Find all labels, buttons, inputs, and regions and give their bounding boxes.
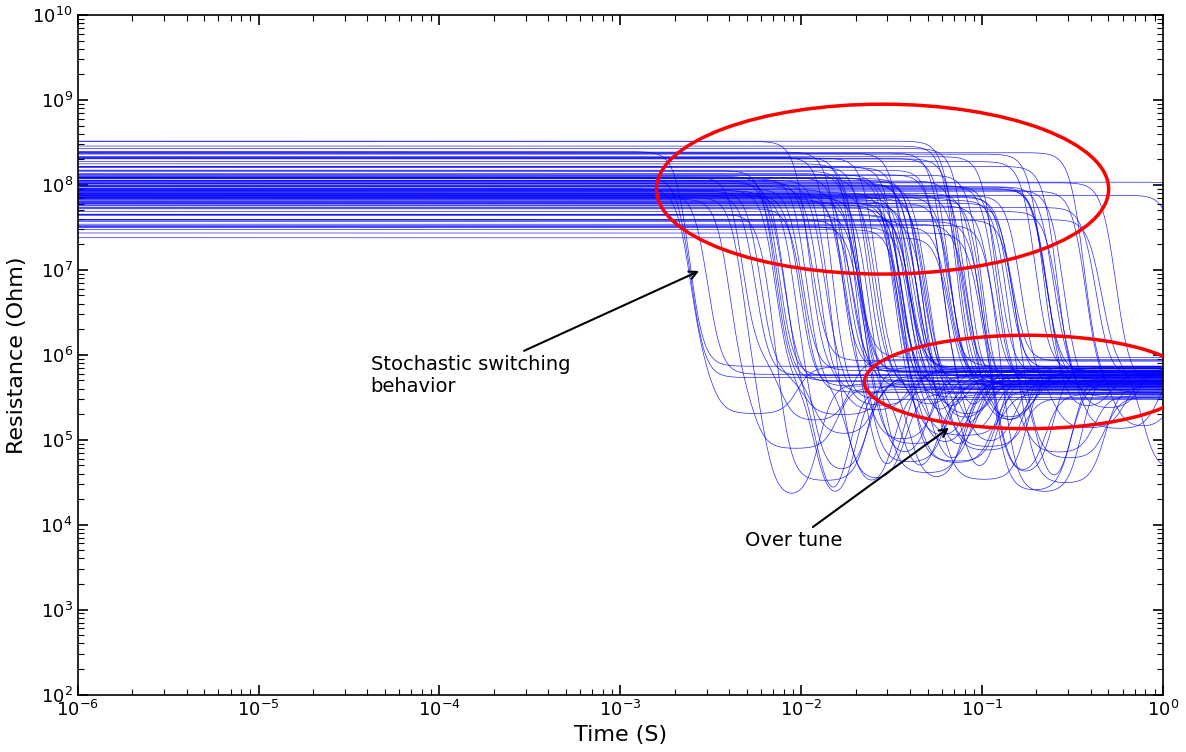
Text: Over tune: Over tune: [745, 429, 948, 550]
Text: Stochastic switching
behavior: Stochastic switching behavior: [371, 271, 697, 396]
X-axis label: Time (S): Time (S): [574, 725, 667, 745]
Y-axis label: Resistance (Ohm): Resistance (Ohm): [7, 256, 27, 453]
